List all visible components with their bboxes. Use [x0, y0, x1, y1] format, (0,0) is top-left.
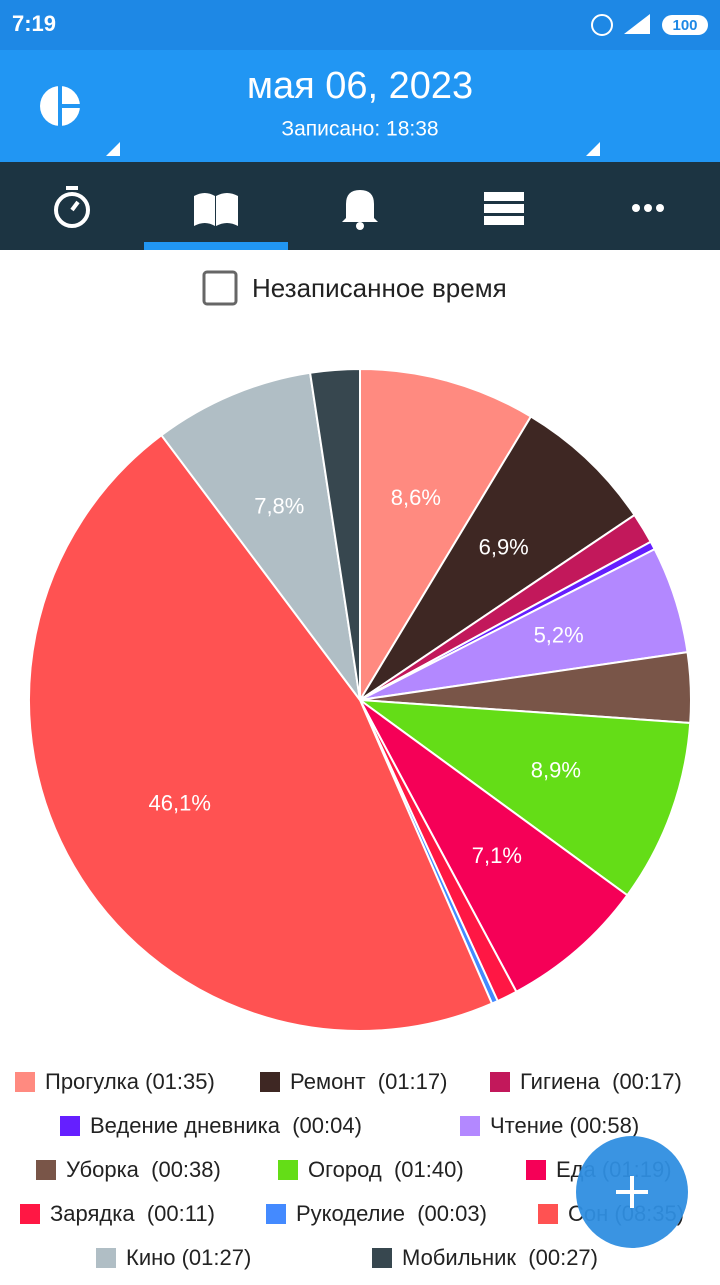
fab-add[interactable] [576, 1136, 688, 1248]
legend-label: Зарядка (00:11) [50, 1201, 215, 1226]
bell-clapper [356, 222, 364, 230]
tab-indicator [144, 242, 288, 250]
pie-slice [308, 367, 361, 701]
legend-swatch [260, 1072, 280, 1092]
signal-icon [624, 14, 650, 34]
checkbox-label[interactable]: Незаписанное время [252, 273, 507, 303]
slice-label: 46,1% [149, 791, 211, 816]
tab-more[interactable] [632, 204, 664, 212]
slice-label: 5,2% [534, 622, 584, 647]
legend-label: Уборка (00:38) [66, 1157, 221, 1182]
legend-swatch [526, 1160, 546, 1180]
legend-swatch [490, 1072, 510, 1092]
tab-alarm[interactable] [342, 190, 378, 230]
dot [644, 204, 652, 212]
bell-icon [342, 190, 378, 222]
timer-icon [54, 192, 90, 228]
list-row [484, 204, 524, 213]
legend-swatch [538, 1204, 558, 1224]
legend-label: Кино (01:27) [126, 1245, 251, 1270]
slice-label: 7,8% [254, 494, 304, 519]
pie-slice [359, 415, 636, 701]
legend-label: Ремонт (01:17) [290, 1069, 447, 1094]
pie-slice [356, 698, 692, 897]
legend-label: Прогулка (01:35) [45, 1069, 215, 1094]
dropdown-corner [106, 142, 120, 156]
tab-list[interactable] [484, 192, 524, 225]
timer-hand [66, 186, 80, 212]
status-bar [0, 0, 720, 50]
legend-swatch [20, 1204, 40, 1224]
legend-swatch [266, 1204, 286, 1224]
logo-lines [58, 86, 80, 126]
tab-diary[interactable] [194, 193, 238, 226]
pie-slice [160, 371, 361, 701]
tab-timer[interactable] [54, 186, 90, 228]
book-icon [194, 193, 238, 226]
slice-label: 6,9% [479, 535, 529, 560]
status-time: 7:19 [12, 11, 56, 36]
dropdown-corner [586, 142, 600, 156]
legend-label: Чтение (00:58) [490, 1113, 639, 1138]
dot [632, 204, 640, 212]
pie-slice [28, 433, 494, 1032]
legend-label: Мобильник (00:27) [402, 1245, 598, 1270]
legend-label: Огород (01:40) [308, 1157, 464, 1182]
legend-label: Рукоделие (00:03) [296, 1201, 487, 1226]
legend-swatch [15, 1072, 35, 1092]
slice-label: 8,6% [391, 485, 441, 510]
legend-label: Ведение дневника (00:04) [90, 1113, 362, 1138]
header-recorded: Записано: 18:38 [281, 118, 438, 141]
list-row [484, 192, 524, 201]
slice-label: 8,9% [531, 757, 581, 782]
fab-plus [616, 1176, 648, 1208]
dot [656, 204, 664, 212]
checkbox[interactable] [202, 270, 238, 306]
legend-swatch [460, 1116, 480, 1136]
pie-slice [359, 367, 533, 704]
app-logo[interactable] [40, 86, 80, 126]
battery-icon [662, 15, 708, 35]
pie-chart: 8,6% 6,9% 5,2% 8,9% 7,1% 46,1% 7,8% [28, 367, 692, 1032]
alarm-icon [591, 14, 613, 36]
legend-swatch [96, 1248, 116, 1268]
legend-swatch [60, 1116, 80, 1136]
legend-swatch [372, 1248, 392, 1268]
pie-slice [359, 699, 629, 994]
legend-swatch [36, 1160, 56, 1180]
legend-label: Гигиена (00:17) [520, 1069, 682, 1094]
list-row [484, 216, 524, 225]
legend-swatch [278, 1160, 298, 1180]
slice-label: 7,1% [472, 843, 522, 868]
battery-level: 100 [672, 17, 697, 34]
header-date[interactable]: мая 06, 2023 [247, 65, 473, 107]
